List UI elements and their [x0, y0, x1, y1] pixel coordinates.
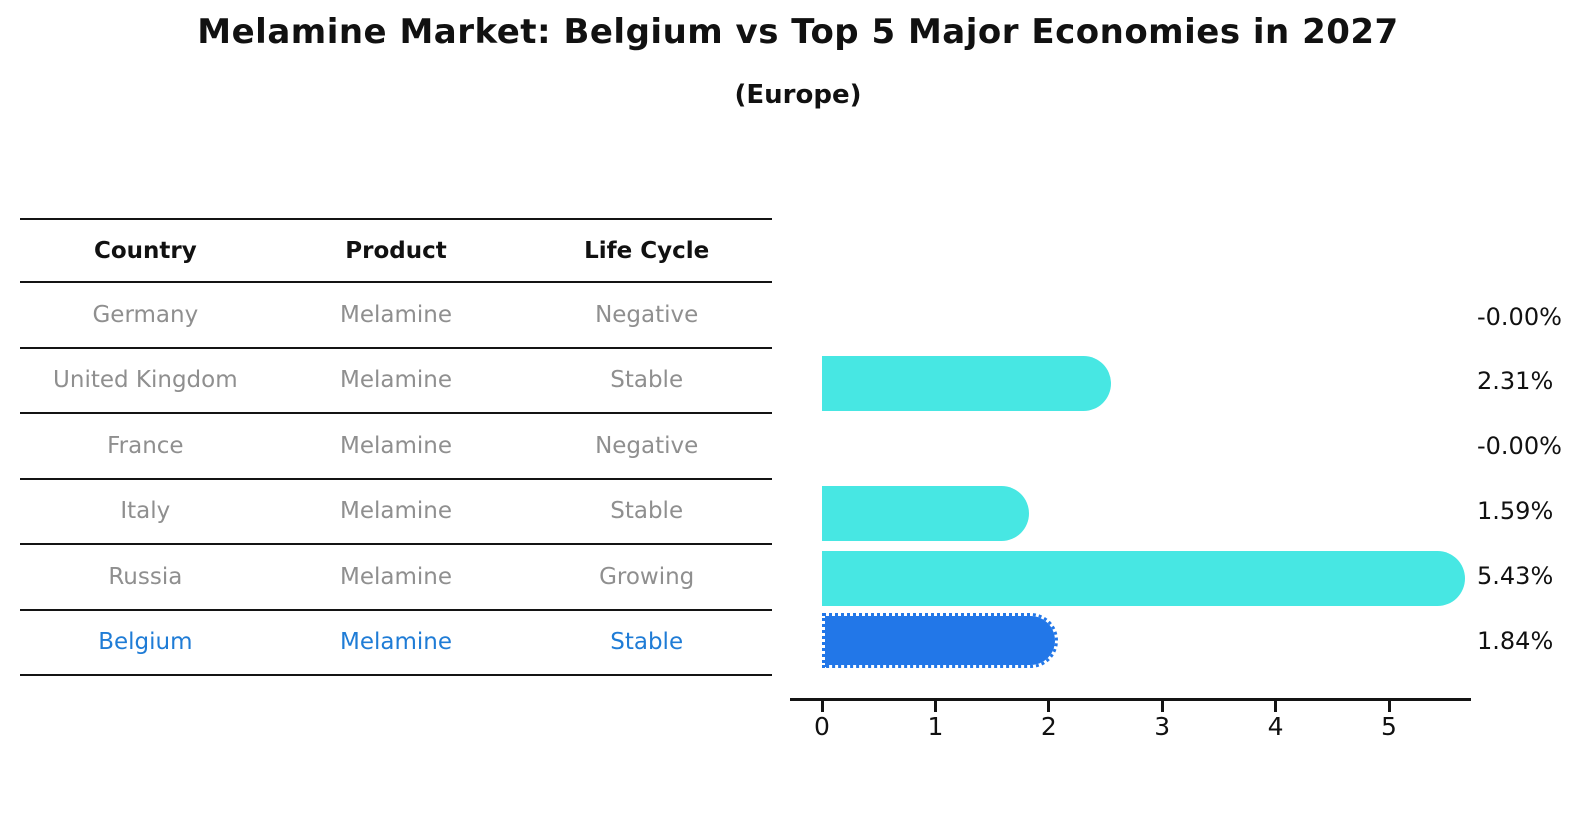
header-life-cycle: Life Cycle [584, 237, 710, 264]
chart-subtitle: (Europe) [734, 80, 862, 110]
value-label-italy: 1.59% [1477, 497, 1554, 526]
cell-country: Belgium [98, 629, 193, 656]
cell-life-cycle: Negative [595, 432, 699, 459]
country-table: Country Product Life Cycle Germany Melami… [20, 218, 772, 676]
cell-country: France [107, 432, 184, 459]
cell-product: Melamine [340, 563, 453, 590]
table-row-france: France Melamine Negative [20, 414, 772, 480]
table-body: Germany Melamine Negative United Kingdom Mel… [20, 283, 772, 676]
x-tick-label-2: 2 [1040, 712, 1057, 741]
x-tick-mark-3 [1160, 701, 1164, 712]
bar-belgium [822, 612, 1058, 668]
cell-product: Melamine [340, 367, 453, 394]
x-tick-mark-1 [933, 701, 937, 712]
value-label-belgium: 1.84% [1477, 627, 1554, 655]
header-product: Product [345, 237, 447, 264]
cell-life-cycle: Stable [610, 629, 684, 656]
cell-life-cycle: Stable [610, 367, 684, 394]
value-label-france: -0.00% [1477, 432, 1562, 461]
x-tick-label-4: 4 [1267, 712, 1284, 741]
cell-product: Melamine [340, 498, 453, 525]
x-tick-label-1: 1 [927, 712, 944, 741]
x-tick-mark-2 [1047, 701, 1051, 712]
value-label-germany: -0.00% [1477, 302, 1562, 331]
x-axis-line [790, 698, 1471, 701]
table-row-italy: Italy Melamine Stable [20, 480, 772, 545]
header-country: Country [93, 237, 197, 264]
cell-country: United Kingdom [53, 367, 238, 394]
cell-product: Melamine [340, 629, 453, 656]
cell-country: Italy [120, 498, 171, 525]
value-label-united-kingdom: 2.31% [1477, 367, 1554, 396]
chart-title: Melamine Market: Belgium vs Top 5 Major … [197, 12, 1399, 52]
x-tick-mark-4 [1274, 701, 1278, 712]
cell-country: Russia [108, 563, 183, 590]
x-tick-label-3: 3 [1154, 712, 1171, 741]
table-row-germany: Germany Melamine Negative [20, 283, 772, 349]
cell-country: Germany [92, 301, 199, 328]
x-tick-mark-5 [1387, 701, 1391, 712]
table-row-belgium: Belgium Melamine Stable [20, 611, 772, 676]
x-tick-label-5: 5 [1381, 712, 1397, 741]
table-header-row: Country Product Life Cycle [20, 218, 772, 283]
cell-life-cycle: Negative [595, 301, 699, 328]
bar-italy [822, 485, 1030, 541]
cell-product: Melamine [340, 301, 453, 328]
bar-united-kingdom [822, 355, 1111, 411]
x-tick-label-0: 0 [814, 712, 830, 741]
cell-life-cycle: Growing [599, 563, 695, 590]
x-tick-mark-0 [820, 701, 824, 712]
value-label-russia: 5.43% [1477, 562, 1554, 591]
table-row-united-kingdom: United Kingdom Melamine Stable [20, 349, 772, 414]
cell-life-cycle: Stable [610, 498, 684, 525]
bar-russia [822, 550, 1465, 606]
table-row-russia: Russia Melamine Growing [20, 545, 772, 611]
cell-product: Melamine [340, 432, 453, 459]
